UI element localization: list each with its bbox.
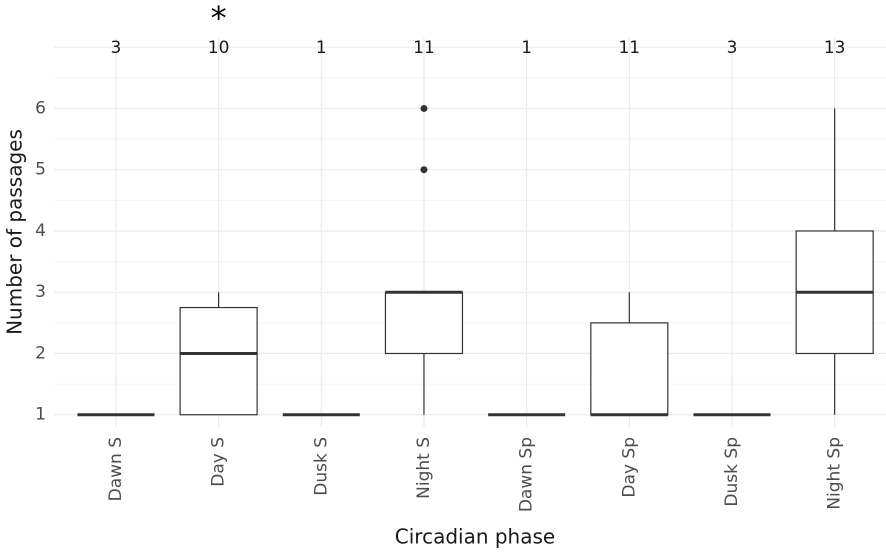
count-label: 10: [208, 38, 230, 58]
count-label: 1: [521, 38, 532, 58]
y-tick-label: 5: [35, 160, 46, 180]
outlier: [420, 166, 428, 174]
box: [179, 306, 258, 416]
box: [384, 291, 464, 355]
x-tick-label: Night S: [414, 437, 434, 499]
annotation: *: [211, 0, 227, 37]
grid: [54, 38, 886, 427]
y-tick-label: 1: [35, 405, 46, 425]
x-tick-label: Day S: [209, 437, 229, 487]
y-tick-label: 4: [35, 221, 46, 241]
x-axis-label: Circadian phase: [395, 525, 555, 549]
x-tick-label: Dusk S: [311, 437, 331, 496]
count-label: 11: [413, 38, 435, 58]
x-tick-label: Dusk Sp: [722, 437, 742, 507]
y-tick-label: 3: [35, 282, 46, 302]
count-label: 13: [824, 38, 846, 58]
x-tick-label: Night Sp: [825, 437, 845, 510]
count-label: 1: [316, 38, 327, 58]
outlier: [420, 104, 428, 112]
count-label: 11: [618, 38, 640, 58]
count-label: 3: [727, 38, 738, 58]
y-tick-label: 6: [35, 98, 46, 118]
y-tick-label: 2: [35, 343, 46, 363]
count-label: 3: [111, 38, 122, 58]
x-tick-label: Dawn Sp: [517, 437, 537, 512]
x-tick-label: Day Sp: [619, 437, 639, 498]
x-tick-label: Dawn S: [106, 437, 126, 501]
box: [590, 322, 669, 416]
y-axis-label: Number of passages: [3, 129, 27, 335]
